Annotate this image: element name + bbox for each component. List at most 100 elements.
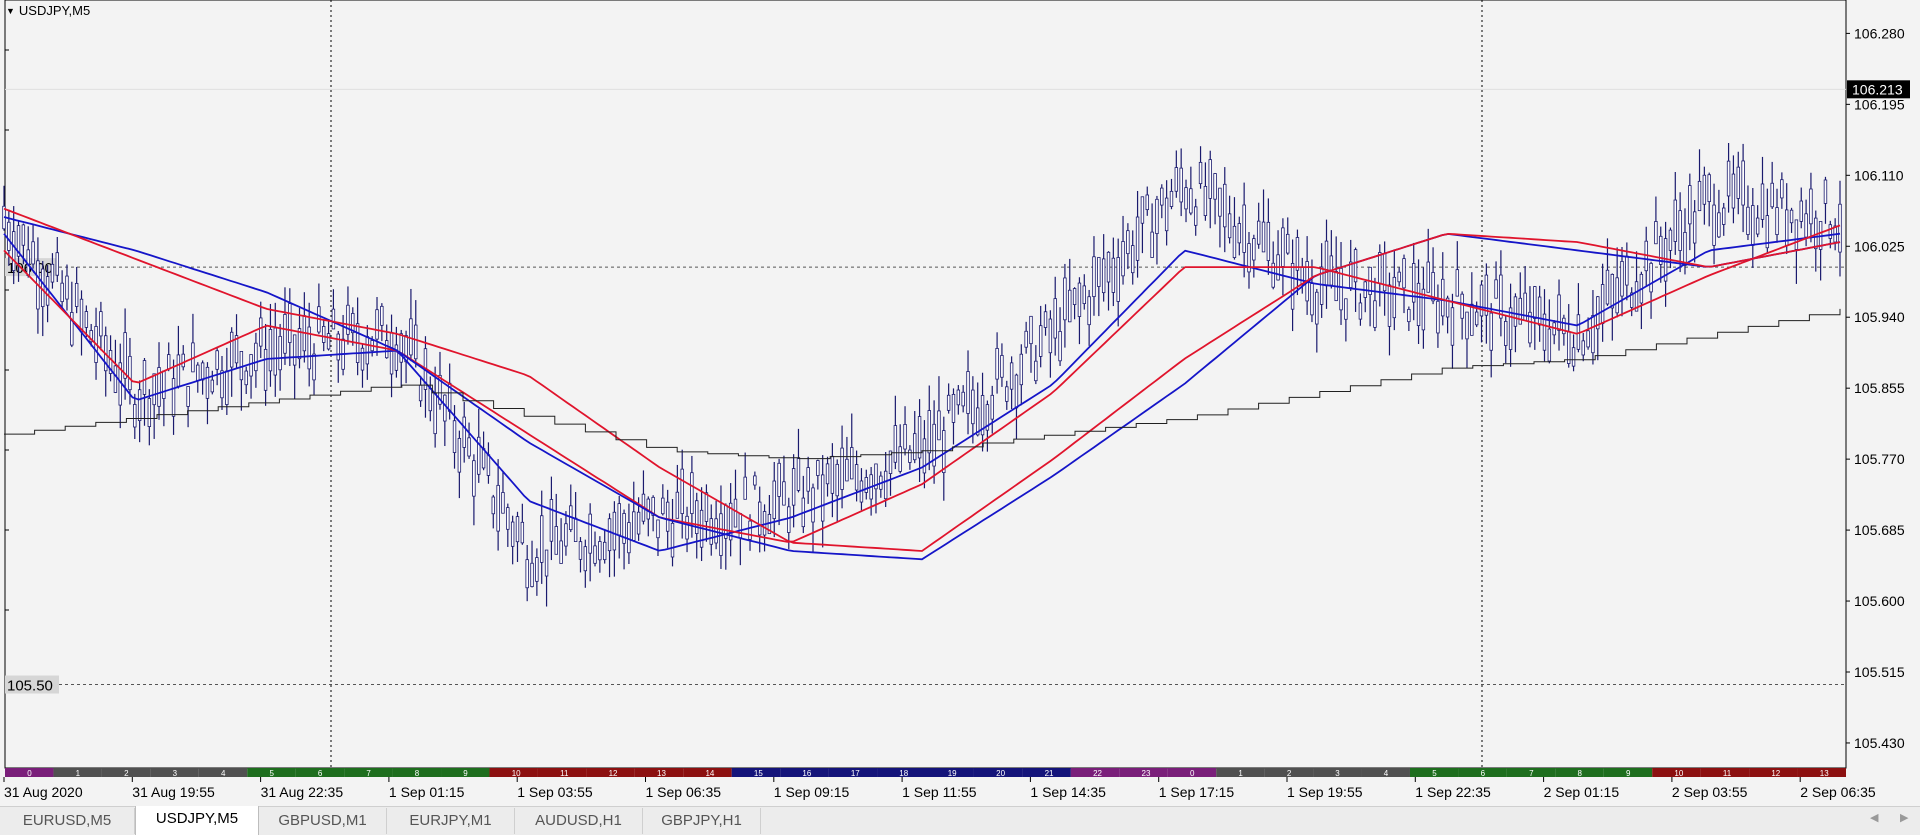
price-bar-body xyxy=(351,313,355,334)
price-bar-body xyxy=(1751,205,1755,246)
price-bar-body xyxy=(1378,252,1382,284)
price-bar-body xyxy=(583,546,588,572)
price-bar-body xyxy=(1654,221,1658,245)
price-bar-body xyxy=(1237,223,1242,244)
session-hour-cell xyxy=(1313,768,1362,777)
session-hour-label: 0 xyxy=(27,769,32,778)
price-axis-label: 106.110 xyxy=(1854,167,1904,183)
price-bar-body xyxy=(1411,263,1416,303)
level-label: 105.50 xyxy=(7,678,53,695)
time-axis-label: 31 Aug 22:35 xyxy=(261,784,344,800)
time-axis-label: 2 Sep 01:15 xyxy=(1544,784,1620,800)
price-bar-body xyxy=(695,500,699,534)
price-bar-body xyxy=(70,312,74,346)
price-bar-body xyxy=(1746,206,1750,235)
price-bar-body xyxy=(564,523,568,547)
session-hour-cell xyxy=(53,768,102,777)
tab-gbpusd-m1[interactable]: GBPUSD,M1 xyxy=(259,808,387,834)
chart-menu-triangle-icon[interactable]: ▼ xyxy=(6,5,15,16)
price-bar-body xyxy=(1184,187,1188,210)
price-bar-body xyxy=(1179,167,1183,203)
price-bar-body xyxy=(1043,311,1048,328)
price-bar-body xyxy=(782,481,786,506)
price-bar-body xyxy=(55,252,59,276)
price-bar-body xyxy=(883,470,888,500)
price-bar-body xyxy=(956,389,961,406)
price-bar-body xyxy=(1247,243,1251,273)
session-hour-cell xyxy=(1264,768,1314,777)
price-bar-body xyxy=(1668,229,1673,251)
session-hour-cell xyxy=(1458,768,1507,777)
chart-canvas[interactable]: 106.280 106.195 106.110 106.025 105.940 105.8… xyxy=(0,0,1920,805)
tab-gbpjpy-h1[interactable]: GBPJPY,H1 xyxy=(643,808,761,834)
price-bar-body xyxy=(1266,221,1271,261)
price-bar-body xyxy=(1717,212,1721,238)
session-hour-label: 3 xyxy=(173,769,178,778)
price-bar-body xyxy=(307,326,311,370)
indicator-line-5 xyxy=(4,308,1841,460)
price-bar-body xyxy=(1707,174,1711,202)
price-bar-body xyxy=(157,367,161,407)
price-bar-body xyxy=(874,463,878,490)
price-bar-body xyxy=(380,305,384,326)
price-bar-body xyxy=(1038,325,1043,357)
price-bar-body xyxy=(1479,284,1484,317)
tab-eurusd-m5[interactable]: EURUSD,M5 xyxy=(0,808,135,834)
scroll-right-arrow-icon[interactable]: ▶ xyxy=(1900,812,1909,824)
tab-usdjpy-m5[interactable]: USDJPY,M5 xyxy=(135,806,259,835)
price-bar-body xyxy=(1678,210,1682,251)
session-hour-label: 13 xyxy=(657,769,666,778)
price-bar-body xyxy=(21,224,26,246)
price-bar-body xyxy=(462,416,466,448)
tab-eurjpy-m1[interactable]: EURJPY,M1 xyxy=(387,808,515,834)
price-bar-body xyxy=(1591,315,1595,354)
price-bar-body xyxy=(1659,235,1663,265)
session-hour-label: 7 xyxy=(366,769,371,778)
price-bar-body xyxy=(593,545,597,564)
time-axis-label: 31 Aug 2020 xyxy=(4,784,83,800)
price-bar-body xyxy=(326,333,331,350)
session-hour-cell xyxy=(780,768,829,777)
price-bar-body xyxy=(443,394,447,422)
price-bar-body xyxy=(1014,374,1019,409)
price-bar-body xyxy=(389,332,394,375)
price-bar-body xyxy=(816,460,820,476)
price-bar-body xyxy=(1702,174,1707,205)
price-bar-body xyxy=(1474,311,1479,326)
session-hour-cell xyxy=(441,768,490,777)
price-bar-body xyxy=(1358,302,1363,320)
scroll-left-arrow-icon[interactable]: ◀ xyxy=(1870,812,1879,824)
price-bar-body xyxy=(1208,159,1212,199)
indicator-line-3 xyxy=(3,216,1841,561)
price-bar-body xyxy=(525,559,529,589)
price-bar-body xyxy=(1567,331,1571,364)
price-bar-body xyxy=(927,410,931,454)
price-bar-body xyxy=(1615,277,1619,314)
price-bar-body xyxy=(297,328,302,360)
price-bar-body xyxy=(636,511,641,535)
price-bar-body xyxy=(748,520,752,540)
price-bar-body xyxy=(1194,206,1198,226)
session-hour-cell xyxy=(344,768,393,777)
price-bar-body xyxy=(685,515,689,540)
price-bar-body xyxy=(980,395,985,436)
session-hour-label: 22 xyxy=(1093,769,1102,778)
price-bar-body xyxy=(1683,231,1687,266)
session-hour-cell xyxy=(1797,768,1846,777)
price-bar-body xyxy=(1402,258,1406,289)
price-bar-body xyxy=(1077,282,1082,317)
price-bar-body xyxy=(1799,200,1803,222)
price-bar-body xyxy=(554,526,558,555)
price-bar-body xyxy=(787,506,791,533)
price-bar-body xyxy=(1024,330,1028,348)
chart-window[interactable]: 106.280 106.195 106.110 106.025 105.940 105.8… xyxy=(0,0,1920,805)
price-bar-body xyxy=(806,467,810,492)
price-bar-body xyxy=(506,507,510,530)
price-bar-body xyxy=(845,458,849,482)
tab-audusd-h1[interactable]: AUDUSD,H1 xyxy=(515,808,643,834)
session-hour-cell xyxy=(1119,768,1168,777)
price-bar-body xyxy=(113,365,118,393)
price-bar-body xyxy=(1571,347,1576,367)
price-bar-body xyxy=(1789,209,1794,224)
price-bar-body xyxy=(472,460,476,497)
